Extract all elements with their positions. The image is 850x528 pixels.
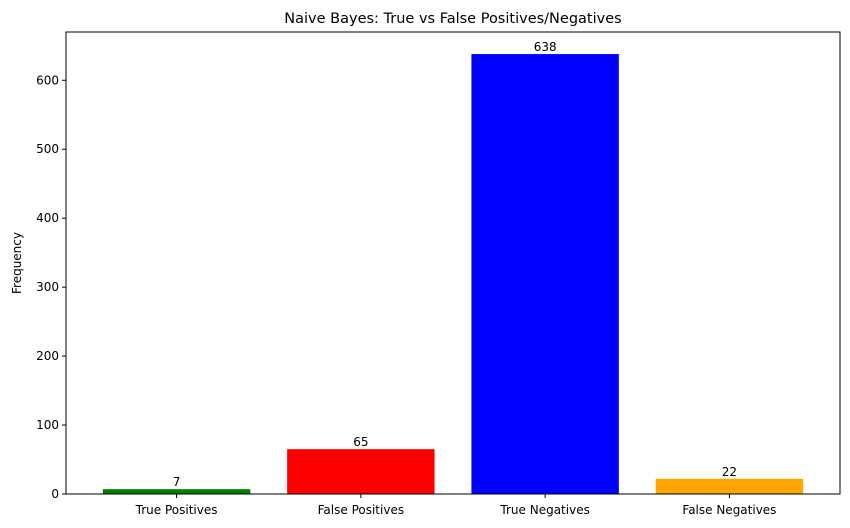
y-axis: 0 100 200 300 400 500 600 bbox=[36, 73, 66, 501]
x-tick-label: False Positives bbox=[318, 503, 404, 517]
bar-value-label: 65 bbox=[353, 435, 368, 449]
y-tick-label: 200 bbox=[36, 349, 59, 363]
bar-value-label: 638 bbox=[534, 40, 557, 54]
bar-value-label: 22 bbox=[722, 465, 737, 479]
x-tick-label: True Negatives bbox=[499, 503, 589, 517]
bar bbox=[287, 449, 435, 494]
bars: 7 65 638 22 bbox=[102, 40, 804, 494]
x-tick-label: False Negatives bbox=[682, 503, 776, 517]
bar bbox=[102, 489, 251, 494]
bar bbox=[655, 478, 804, 494]
bar bbox=[471, 54, 619, 494]
y-tick-label: 600 bbox=[36, 73, 59, 87]
chart-title: Naive Bayes: True vs False Positives/Neg… bbox=[284, 11, 621, 27]
bar-value-label: 7 bbox=[173, 475, 181, 489]
x-tick-label: True Positives bbox=[135, 503, 218, 517]
y-tick-label: 300 bbox=[36, 280, 59, 294]
y-tick-label: 100 bbox=[36, 418, 59, 432]
y-tick-label: 400 bbox=[36, 211, 59, 225]
y-tick-label: 500 bbox=[36, 142, 59, 156]
y-axis-label: Frequency bbox=[10, 232, 24, 294]
x-axis: True Positives False Positives True Negati… bbox=[135, 494, 776, 517]
plot-frame bbox=[65, 31, 841, 495]
y-tick-label: 0 bbox=[51, 487, 59, 501]
